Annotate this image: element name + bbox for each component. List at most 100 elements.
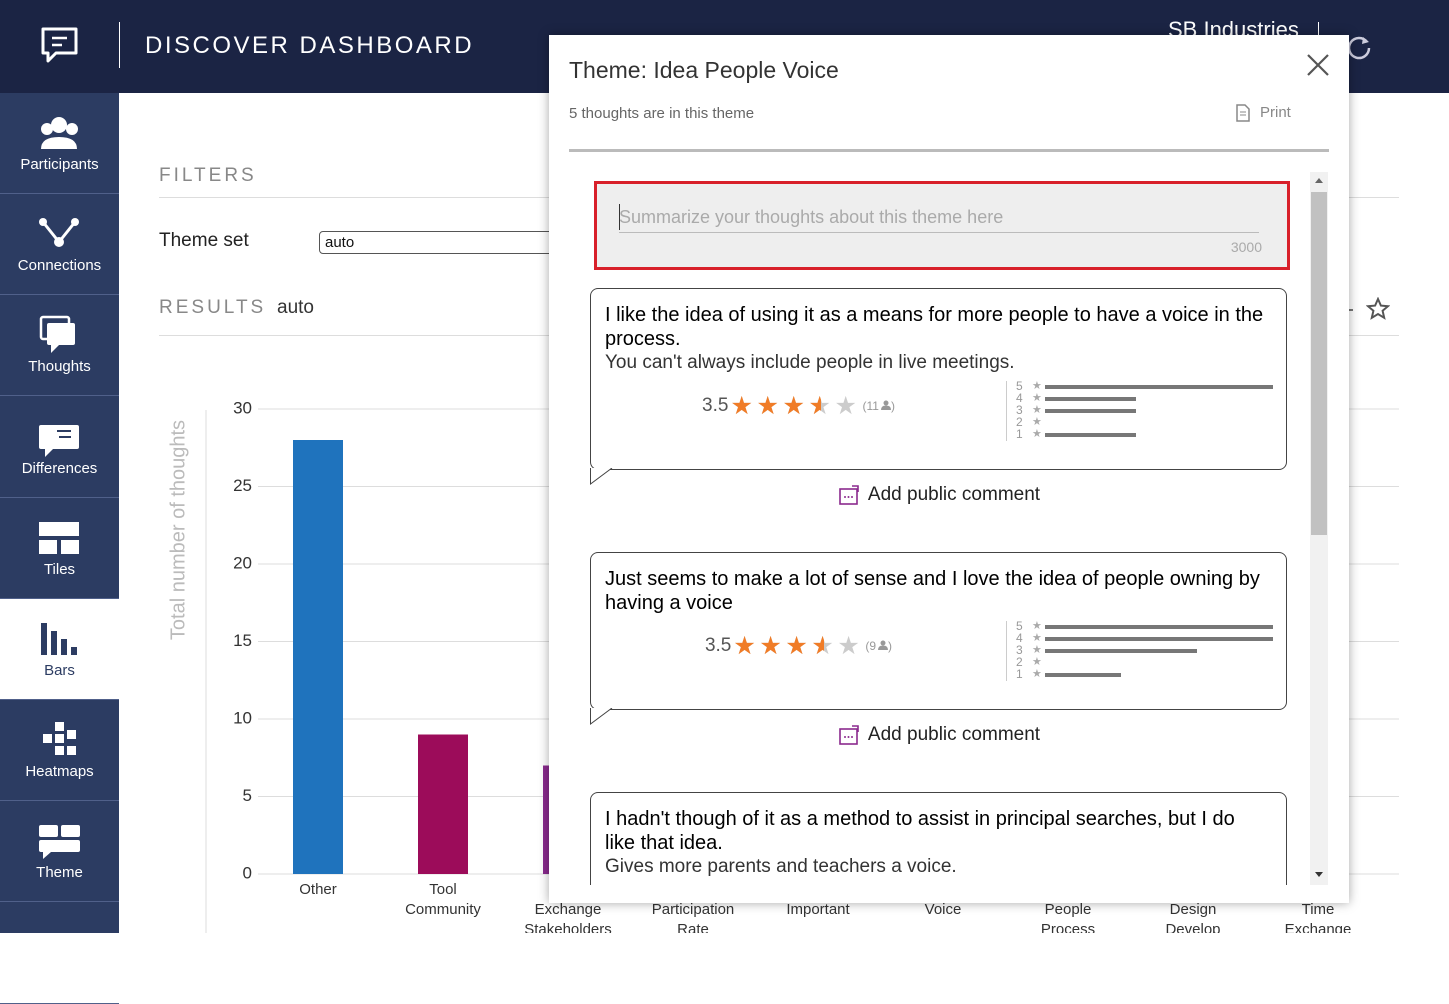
bar[interactable] bbox=[418, 734, 468, 875]
nav-item[interactable] bbox=[0, 903, 119, 1004]
nav-label: Heatmaps bbox=[25, 763, 94, 781]
modal-title: Theme: Idea People Voice bbox=[569, 57, 839, 83]
level-label: 4 bbox=[1016, 631, 1023, 645]
x-tick-label: Rate bbox=[677, 921, 709, 933]
histogram-bar bbox=[1045, 649, 1197, 653]
star-fill: ★ bbox=[785, 633, 808, 659]
star: ★★ bbox=[730, 393, 756, 419]
y-tick-label: 15 bbox=[233, 631, 252, 650]
thought-card: I like the idea of using it as a means f… bbox=[590, 288, 1287, 485]
close-button[interactable] bbox=[1305, 52, 1331, 78]
histogram-row: 4 ★ bbox=[1007, 391, 1277, 405]
comment-icon bbox=[839, 485, 859, 505]
y-tick-label: 0 bbox=[243, 863, 252, 882]
comment-action[interactable]: Add public comment bbox=[569, 710, 1309, 760]
thought-detail: You can't always include people in live … bbox=[605, 352, 1015, 373]
histogram-bar bbox=[1045, 397, 1137, 401]
x-tick-label: Exchange bbox=[1285, 921, 1352, 933]
scroll-down[interactable] bbox=[1315, 872, 1323, 878]
print-button[interactable]: Print bbox=[1260, 104, 1291, 121]
nav-icon bbox=[43, 722, 76, 756]
histogram-row: 2 ★ bbox=[1007, 415, 1277, 429]
star-fill: ★ bbox=[808, 393, 822, 419]
y-axis-label: Total number of thoughts bbox=[167, 420, 189, 640]
participant-count: 9 bbox=[865, 639, 892, 653]
nav-item[interactable]: Bars bbox=[0, 599, 119, 700]
nav-label: Thoughts bbox=[28, 358, 91, 376]
nav-label: Tiles bbox=[43, 560, 76, 578]
level-star: ★ bbox=[1032, 403, 1042, 416]
nav-item[interactable]: Theme bbox=[0, 801, 119, 903]
y-tick-label: 25 bbox=[233, 476, 252, 495]
dash bbox=[1346, 309, 1353, 311]
summary-box[interactable]: Summarize your thoughts about this theme… bbox=[594, 181, 1290, 270]
bar[interactable] bbox=[293, 440, 343, 874]
favorite-button[interactable] bbox=[1366, 297, 1390, 321]
level-label: 5 bbox=[1016, 619, 1023, 633]
level-star: ★ bbox=[1032, 631, 1042, 644]
histogram-row: 2 ★ bbox=[1007, 655, 1277, 669]
level-star: ★ bbox=[1032, 391, 1042, 404]
level-label: 5 bbox=[1016, 379, 1023, 393]
x-tick-label: Other bbox=[299, 881, 337, 898]
scroll-thumb[interactable] bbox=[1311, 192, 1327, 535]
participant-number: 11 bbox=[866, 399, 879, 413]
nav-icon bbox=[39, 521, 79, 554]
sidebar: Participants Connections Thoughts Differenc… bbox=[0, 93, 119, 1004]
rating-row: 3.5★★★★★★★★★★95★4★3★2★1★ bbox=[591, 619, 1286, 681]
card-tail bbox=[590, 708, 613, 725]
thought-card: I hadn't though of it as a method to ass… bbox=[590, 792, 1287, 885]
star: ★★ bbox=[808, 391, 831, 420]
star: ★★ bbox=[837, 631, 860, 660]
rating-row: 3.5★★★★★★★★★★115★4★3★2★1★ bbox=[591, 379, 1286, 441]
nav-icon bbox=[41, 117, 78, 149]
star: ★★ bbox=[782, 393, 808, 419]
nav-item[interactable]: Participants bbox=[0, 93, 119, 194]
x-tick-label: Voice bbox=[925, 901, 962, 918]
rating-value: 3.5 bbox=[704, 635, 732, 656]
histogram-bar bbox=[1045, 409, 1137, 413]
level-label: 4 bbox=[1016, 391, 1023, 405]
level-label: 2 bbox=[1016, 655, 1023, 669]
x-tick-label: People bbox=[1045, 901, 1092, 918]
histogram-row: 1 ★ bbox=[1007, 668, 1277, 681]
histogram-row: 3 ★ bbox=[1007, 403, 1277, 417]
x-tick-label: Time bbox=[1302, 901, 1335, 918]
star: ★★ bbox=[811, 631, 834, 660]
star-fill: ★ bbox=[733, 633, 756, 659]
scroll-up[interactable] bbox=[1315, 178, 1323, 184]
star-fill: ★ bbox=[756, 393, 779, 419]
cursor bbox=[619, 204, 620, 230]
scrollbar[interactable] bbox=[1310, 172, 1328, 885]
summary-placeholder: Summarize your thoughts about this theme… bbox=[619, 207, 1004, 227]
level-label: 3 bbox=[1016, 403, 1023, 417]
level-label: 2 bbox=[1016, 415, 1023, 429]
histogram-bar bbox=[1045, 637, 1273, 641]
nav-item[interactable]: Tiles bbox=[0, 498, 119, 599]
thought-title: I like the idea of using it as a means f… bbox=[605, 304, 1264, 350]
comment-icon bbox=[839, 725, 859, 745]
nav-item[interactable]: Connections bbox=[0, 194, 119, 296]
level-star: ★ bbox=[1032, 415, 1042, 428]
nav-label: Bars bbox=[44, 662, 75, 679]
comment-action[interactable]: Add public comment bbox=[569, 470, 1309, 520]
nav-item[interactable]: Thoughts bbox=[0, 295, 119, 397]
nav-item[interactable]: Heatmaps bbox=[0, 700, 119, 802]
thought-card: Just seems to make a lot of sense and I … bbox=[590, 552, 1287, 725]
histogram-bar bbox=[1045, 625, 1273, 629]
level-star: ★ bbox=[1032, 655, 1042, 668]
histogram-row: 5 ★ bbox=[1007, 379, 1277, 393]
logo-icon bbox=[41, 27, 78, 63]
nav-item[interactable]: Differences bbox=[0, 397, 119, 498]
refresh-button[interactable] bbox=[1345, 33, 1373, 61]
rating-histogram: 5 ★ 4 ★ 3 ★ 2 ★ 1 ★ bbox=[1006, 379, 1277, 441]
nav-icon bbox=[39, 218, 79, 248]
x-tick-label: Community bbox=[405, 901, 481, 918]
star: ★★ bbox=[756, 393, 782, 419]
level-star: ★ bbox=[1032, 643, 1042, 656]
print-icon[interactable] bbox=[1235, 103, 1251, 123]
separator bbox=[569, 149, 1329, 152]
nav-icon bbox=[41, 623, 77, 655]
thought-title: I hadn't though of it as a method to ass… bbox=[605, 808, 1235, 854]
y-tick-label: 5 bbox=[243, 786, 252, 805]
